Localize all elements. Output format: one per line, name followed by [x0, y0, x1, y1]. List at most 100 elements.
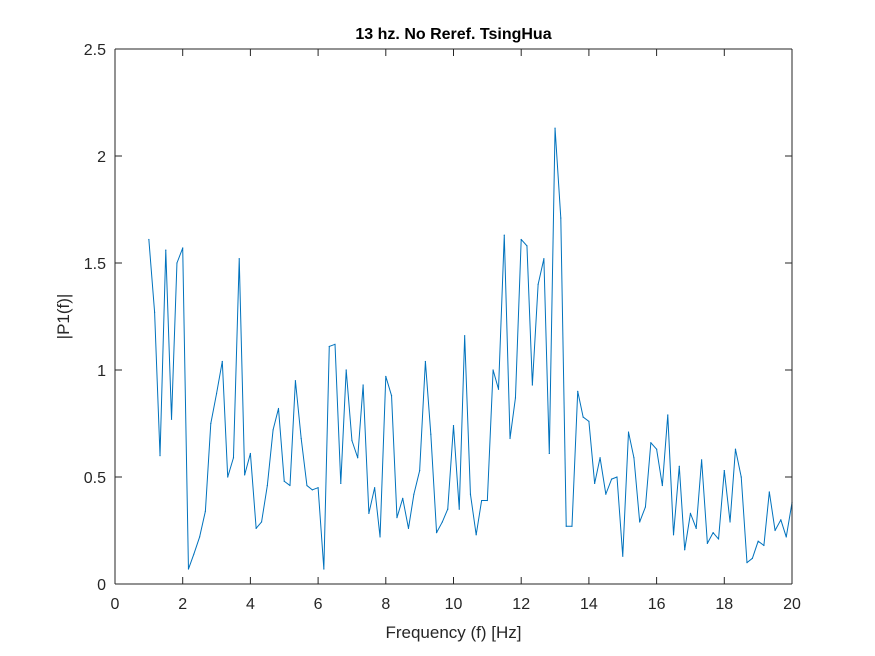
data-point [334, 343, 336, 345]
data-point [170, 418, 173, 420]
data-point [283, 480, 285, 482]
data-point [672, 534, 675, 536]
data-point [622, 555, 624, 557]
data-point [701, 459, 703, 461]
data-point [199, 536, 201, 538]
data-point [244, 474, 246, 476]
data-point [419, 469, 421, 472]
data-point [204, 510, 206, 512]
data-point [294, 380, 297, 382]
x-tick-label: 8 [381, 596, 390, 613]
data-point [610, 478, 613, 480]
x-tick-label: 20 [783, 596, 801, 613]
data-point [582, 416, 584, 418]
data-point [734, 448, 737, 450]
data-point [323, 568, 325, 570]
data-point [311, 489, 313, 491]
data-point [182, 247, 184, 249]
data-point [537, 283, 539, 285]
data-point [379, 536, 381, 538]
data-point [289, 484, 291, 487]
data-point [717, 538, 720, 540]
data-point [780, 519, 782, 521]
data-point [362, 384, 364, 386]
data-point [452, 425, 455, 427]
data-point [215, 392, 218, 395]
data-point [159, 455, 161, 457]
data-point [272, 429, 274, 431]
data-point [165, 249, 167, 251]
data-point [300, 437, 302, 440]
data-point [757, 540, 759, 542]
x-axis-label: Frequency (f) [Hz] [385, 623, 521, 642]
data-point [266, 484, 268, 487]
data-point [430, 433, 432, 435]
x-tick-label: 12 [512, 596, 530, 613]
data-point [486, 499, 488, 502]
data-point [560, 217, 562, 219]
y-tick-label: 0 [97, 577, 106, 594]
data-point [154, 311, 156, 313]
data-point [317, 487, 319, 489]
data-point [639, 521, 641, 523]
y-axis-label: |P1(f)| [54, 294, 73, 340]
data-point [571, 525, 573, 527]
data-point [763, 544, 765, 547]
x-tick-label: 14 [580, 596, 598, 613]
data-point [746, 562, 748, 564]
data-point [187, 568, 190, 570]
y-tick-label: 1.5 [84, 256, 106, 273]
data-point [402, 497, 404, 499]
y-tick-label: 0.5 [84, 470, 106, 487]
data-point [238, 258, 240, 260]
data-point [277, 407, 280, 410]
data-point [374, 487, 376, 489]
data-point [413, 493, 415, 495]
data-point [706, 542, 708, 544]
data-point [447, 508, 449, 510]
y-tick-label: 2 [97, 149, 106, 166]
data-point [441, 521, 443, 523]
data-point [227, 476, 229, 478]
data-point [357, 457, 359, 459]
data-point [407, 527, 410, 529]
data-point [627, 431, 630, 433]
data-point [435, 532, 438, 534]
x-tick-label: 16 [648, 596, 666, 613]
data-point [193, 553, 195, 555]
data-point [351, 440, 353, 442]
data-point [667, 414, 669, 416]
data-point [340, 482, 342, 485]
data-point [723, 469, 725, 472]
data-point [424, 360, 426, 363]
data-point [594, 482, 596, 485]
plot-area [115, 49, 792, 584]
x-tick-label: 18 [715, 596, 733, 613]
data-point [751, 557, 754, 559]
data-point [599, 457, 601, 459]
data-point [260, 521, 263, 523]
data-point [531, 384, 533, 386]
data-point [661, 484, 663, 487]
data-point [328, 345, 330, 348]
tick-layer: 0 2 4 6 8 10 12 14 16 18 20 0 0.5 1 1.5 2 2.5 [84, 42, 801, 613]
data-point [712, 532, 714, 534]
data-point [678, 465, 680, 467]
data-point [565, 525, 567, 527]
data-point [148, 238, 150, 241]
chart-title: 13 hz. No Reref. TsingHua [355, 26, 551, 43]
data-point [464, 335, 466, 337]
data-point [176, 262, 178, 264]
data-layer [148, 127, 793, 570]
data-point [255, 527, 257, 529]
data-point [210, 422, 212, 425]
data-point [768, 491, 770, 493]
data-point [548, 452, 550, 455]
data-point [492, 369, 494, 371]
data-point [514, 397, 517, 399]
x-tick-label: 0 [111, 596, 120, 613]
data-point [633, 457, 635, 459]
data-point [650, 442, 652, 444]
